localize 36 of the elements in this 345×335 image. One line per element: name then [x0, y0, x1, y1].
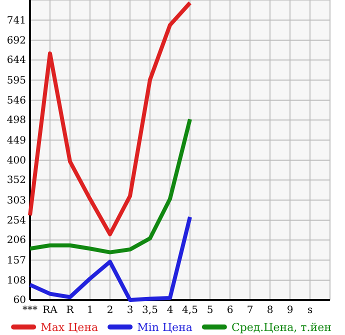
- x-tick-label: 6: [226, 305, 234, 316]
- y-tick-label: 157: [6, 255, 26, 266]
- x-tick-label: 4: [166, 305, 174, 316]
- legend-label: Min Цена: [137, 321, 193, 334]
- x-tick-label: 2: [106, 305, 114, 316]
- x-tick-label: 3: [126, 305, 134, 316]
- y-tick-label: 644: [6, 55, 26, 66]
- x-tick-label: ***: [22, 305, 38, 316]
- x-tick-label: 3,5: [142, 305, 158, 316]
- x-tick-label: 8: [266, 305, 274, 316]
- x-tick-label: 5: [206, 305, 214, 316]
- y-tick-label: 206: [6, 235, 26, 246]
- line-series: [28, 0, 192, 236]
- line-series: [28, 214, 192, 302]
- line-series: [28, 117, 192, 254]
- y-tick-label: 60: [13, 295, 26, 306]
- y-tick-label: 741: [6, 15, 26, 26]
- y-tick-label: 254: [6, 215, 26, 226]
- x-tick-label: 9: [286, 305, 294, 316]
- x-tick-label: 4,5: [182, 305, 198, 316]
- x-tick-label: RA: [42, 305, 58, 316]
- y-tick-label: 108: [6, 275, 26, 286]
- legend-label: Сред.Цена, т.йен: [231, 321, 332, 334]
- y-tick-label: 546: [6, 95, 26, 106]
- y-tick-label: 498: [6, 115, 26, 126]
- y-tick-label: 303: [6, 195, 26, 206]
- x-tick-label: 7: [246, 305, 254, 316]
- y-tick-label: 595: [6, 75, 26, 86]
- y-tick-label: 400: [6, 155, 26, 166]
- x-tick-label: 1: [86, 305, 94, 316]
- x-tick-label: s: [307, 305, 313, 316]
- y-tick-label: 692: [6, 35, 26, 46]
- y-tick-label: 352: [6, 175, 26, 186]
- y-tick-label: 449: [6, 135, 26, 146]
- x-tick-label: R: [66, 305, 74, 316]
- legend-label: Max Цена: [40, 321, 99, 334]
